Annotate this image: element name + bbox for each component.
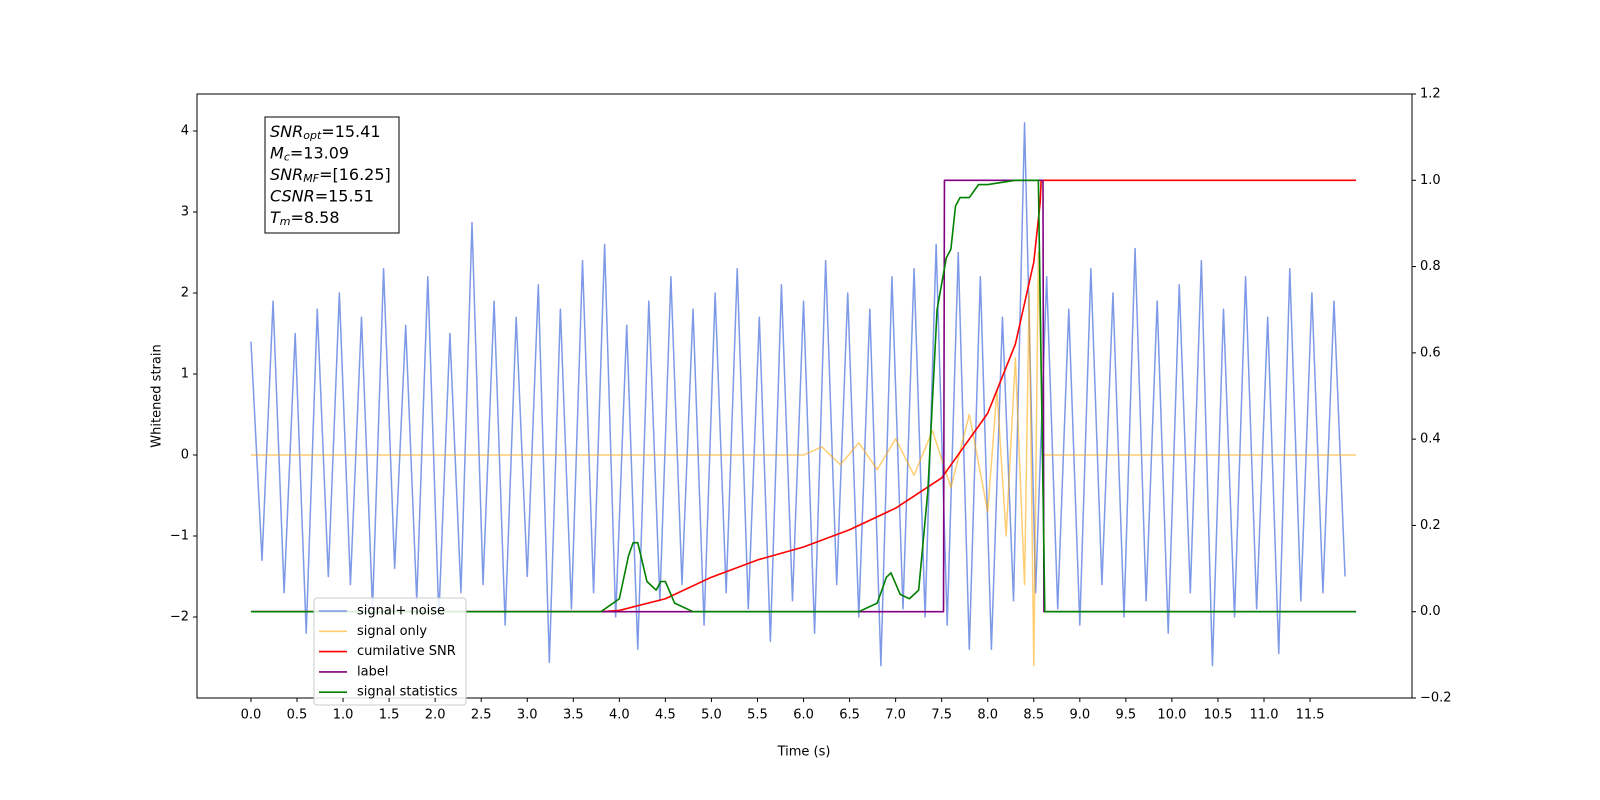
- x-tick-label: 4.0: [609, 708, 630, 723]
- annotation-line: Tm=8.58: [270, 208, 340, 229]
- legend: signal+ noise signal only cumilative SNR la…: [313, 597, 467, 706]
- annotation-subscript: MF: [303, 172, 319, 185]
- annotation-value: =15.51: [315, 186, 374, 205]
- y-tick-label: 1: [181, 367, 189, 382]
- series-line: [250, 179, 1357, 613]
- x-tick-label: 0.0: [241, 708, 262, 723]
- x-tick-label: 3.5: [563, 708, 584, 723]
- y2-tick-label: 0.4: [1420, 432, 1441, 447]
- axes-frame: [196, 93, 1413, 699]
- x-tick-label: 7.5: [931, 708, 952, 723]
- annotation-symbol: M: [270, 143, 284, 162]
- x-tick-label: 7.0: [885, 708, 906, 723]
- annotation-value: =13.09: [290, 143, 349, 162]
- y2-tick-label: 0.2: [1420, 518, 1441, 533]
- x-tick-label: 1.5: [379, 708, 400, 723]
- legend-frame: [313, 597, 467, 706]
- x-tick-label: 10.0: [1157, 708, 1186, 723]
- plot-area: [250, 122, 1357, 667]
- annotation-line: Mc=13.09: [270, 143, 349, 164]
- series-line: [250, 179, 1357, 613]
- annotation-symbol: SNR: [270, 122, 303, 141]
- annotation-line: CSNR=15.51: [270, 186, 374, 205]
- annotation-symbol: CSNR: [270, 186, 315, 205]
- y2-tick-label: 0.0: [1420, 604, 1441, 619]
- x-tick-label: 5.5: [747, 708, 768, 723]
- annotation-line: SNRMF=[16.25]: [270, 165, 391, 186]
- x-tick-label: 2.5: [471, 708, 492, 723]
- x-tick-label: 8.0: [977, 708, 998, 723]
- annotation-frame: [264, 116, 400, 234]
- x-tick-label: 11.0: [1250, 708, 1279, 723]
- x-tick-label: 11.5: [1296, 708, 1325, 723]
- y-tick-label: 0: [181, 448, 189, 463]
- annotation-value: =15.41: [321, 122, 380, 141]
- annotation-symbol: T: [270, 208, 281, 227]
- y2-tick-label: −0.2: [1420, 691, 1452, 706]
- annotation-subscript: opt: [303, 129, 322, 142]
- x-tick-label: 2.0: [425, 708, 446, 723]
- y2-tick-label: 0.6: [1420, 345, 1441, 360]
- x-tick-label: 10.5: [1203, 708, 1232, 723]
- x-tick-label: 6.0: [793, 708, 814, 723]
- annotation-line: SNRopt=15.41: [270, 122, 381, 143]
- x-tick-label: 4.5: [655, 708, 676, 723]
- y2-tick-label: 1.2: [1420, 87, 1441, 102]
- x-tick-label: 3.0: [517, 708, 538, 723]
- annotation-value: =8.58: [291, 208, 340, 227]
- x-tick-label: 5.0: [701, 708, 722, 723]
- annotation-value: =[16.25]: [319, 165, 391, 184]
- legend-label: signal statistics: [357, 685, 458, 700]
- y-tick-label: −2: [170, 610, 189, 625]
- x-axis-label: Time (s): [777, 745, 831, 760]
- legend-label: signal+ noise: [357, 604, 445, 619]
- x-tick-label: 6.5: [839, 708, 860, 723]
- legend-label: label: [357, 664, 388, 679]
- y-tick-label: 3: [181, 205, 189, 220]
- x-tick-label: 9.0: [1069, 708, 1090, 723]
- annotation-subscript: c: [284, 151, 290, 164]
- y-tick-label: 4: [181, 124, 189, 139]
- series-line: [250, 122, 1346, 667]
- y-axis-label: Whitened strain: [150, 344, 165, 447]
- y2-tick-label: 1.0: [1420, 173, 1441, 188]
- y-tick-label: −1: [170, 529, 189, 544]
- annotation-box: SNRopt=15.41Mc=13.09SNRMF=[16.25]CSNR=15…: [264, 116, 400, 234]
- legend-label: cumilative SNR: [357, 644, 456, 659]
- annotation-symbol: SNR: [270, 165, 303, 184]
- x-tick-label: 1.0: [333, 708, 354, 723]
- legend-label: signal only: [357, 624, 427, 639]
- series-line: [250, 251, 1357, 667]
- x-tick-label: 8.5: [1023, 708, 1044, 723]
- y2-tick-label: 0.8: [1420, 259, 1441, 274]
- annotation-subscript: m: [280, 215, 291, 228]
- x-tick-label: 0.5: [287, 708, 308, 723]
- y-tick-label: 2: [181, 286, 189, 301]
- x-tick-label: 9.5: [1116, 708, 1137, 723]
